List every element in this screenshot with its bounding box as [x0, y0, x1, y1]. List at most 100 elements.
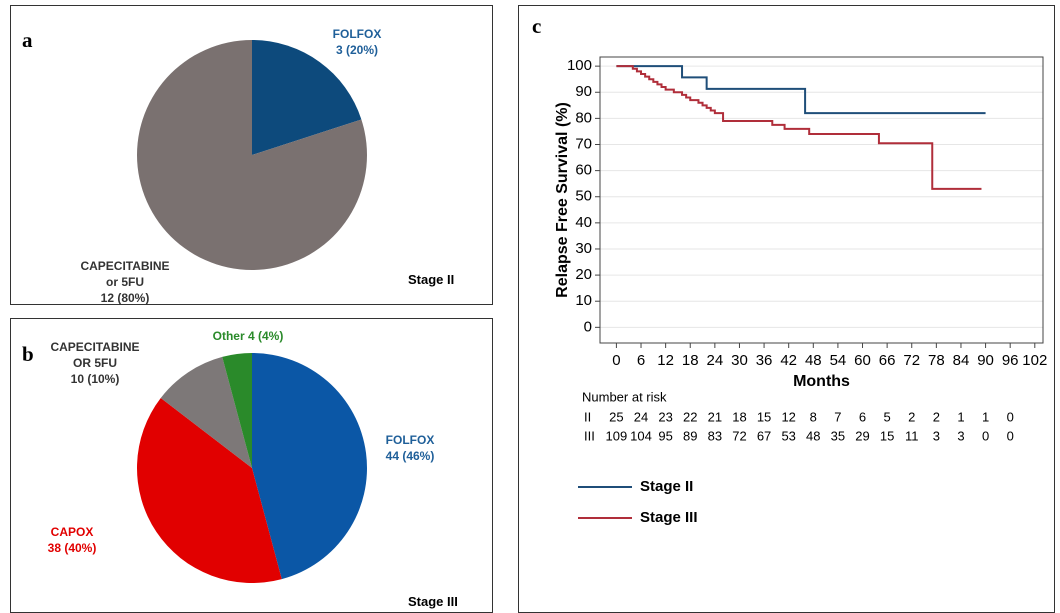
- slice-value-label: 38 (40%): [47, 541, 97, 555]
- x-tick-label: 0: [612, 352, 620, 369]
- risk-count: 15: [880, 428, 894, 443]
- legend-label: Stage II: [640, 478, 693, 495]
- slice-label: FOLFOX 44 (46%): [370, 432, 450, 464]
- risk-count: 48: [806, 428, 820, 443]
- y-axis-title: Relapse Free Survival (%): [554, 102, 571, 298]
- slice-value-label: 10 (10%): [70, 372, 120, 386]
- slice-label: CAPOX 38 (40%): [32, 524, 112, 556]
- x-tick-label: 78: [928, 352, 945, 369]
- x-tick-label: 12: [657, 352, 674, 369]
- risk-count: 5: [884, 409, 891, 424]
- risk-count: 35: [831, 428, 845, 443]
- panel-letter: c: [532, 14, 542, 38]
- risk-count: 104: [630, 428, 652, 443]
- slice-label: CAPECITABINE or 5FU 12 (80%): [78, 258, 173, 306]
- slice-category: FOLFOX: [332, 27, 382, 41]
- x-tick-label: 18: [682, 352, 699, 369]
- risk-count: 12: [781, 409, 795, 424]
- x-tick-label: 6: [637, 352, 645, 369]
- survival-curve: [616, 65, 982, 190]
- y-tick-label: 10: [575, 292, 592, 309]
- risk-row-label: III: [584, 428, 595, 443]
- risk-count: 25: [609, 409, 623, 424]
- risk-count: 15: [757, 409, 771, 424]
- risk-count: 3: [933, 428, 940, 443]
- risk-count: 1: [957, 409, 964, 424]
- slice-category: Other: [212, 329, 245, 343]
- slice-value-label: 44 (46%): [385, 449, 435, 463]
- risk-count: 22: [683, 409, 697, 424]
- risk-count: 1: [982, 409, 989, 424]
- x-tick-label: 30: [731, 352, 748, 369]
- panel-letter: a: [22, 28, 33, 52]
- y-tick-label: 50: [575, 188, 592, 205]
- slice-category: CAPOX: [50, 525, 94, 539]
- risk-count: 72: [732, 428, 746, 443]
- y-tick-label: 30: [575, 240, 592, 257]
- x-tick-label: 36: [756, 352, 773, 369]
- slice-value-label: 3 (20%): [335, 43, 379, 57]
- x-tick-label: 42: [780, 352, 797, 369]
- x-tick-label: 84: [953, 352, 970, 369]
- y-tick-label: 90: [575, 83, 592, 100]
- pie-slice: [160, 356, 252, 468]
- risk-count: 0: [1007, 409, 1014, 424]
- risk-count: 6: [859, 409, 866, 424]
- x-tick-label: 48: [805, 352, 822, 369]
- stage-annotation: Stage III: [408, 594, 458, 609]
- pie-slice: [136, 397, 282, 583]
- pie-slice: [136, 40, 367, 270]
- risk-row-label: II: [584, 409, 591, 424]
- y-tick-label: 40: [575, 214, 592, 231]
- legend-label: Stage III: [640, 509, 698, 526]
- slice-label: CAPECITABINE OR 5FU 10 (10%): [45, 339, 145, 387]
- risk-count: 24: [634, 409, 648, 424]
- slice-label: Other 4 (4%): [188, 328, 308, 344]
- risk-count: 18: [732, 409, 746, 424]
- y-tick-label: 100: [567, 57, 592, 74]
- risk-count: 0: [1007, 428, 1014, 443]
- risk-count: 21: [708, 409, 722, 424]
- panel-a: [10, 5, 493, 305]
- y-tick-label: 80: [575, 109, 592, 126]
- x-tick-label: 24: [707, 352, 724, 369]
- stage-annotation: Stage II: [408, 272, 455, 287]
- panel-letter: b: [22, 342, 34, 366]
- risk-count: 2: [908, 409, 915, 424]
- risk-count: 2: [933, 409, 940, 424]
- slice-value-label: 12 (80%): [100, 291, 150, 305]
- pie-slice: [252, 353, 367, 580]
- plot-frame: [599, 56, 1044, 344]
- risk-count: 83: [708, 428, 722, 443]
- x-tick-label: 54: [830, 352, 847, 369]
- risk-count: 3: [957, 428, 964, 443]
- risk-count: 8: [810, 409, 817, 424]
- x-tick-label: 60: [854, 352, 871, 369]
- risk-count: 95: [658, 428, 672, 443]
- y-tick-label: 0: [584, 318, 592, 335]
- survival-curve: [616, 65, 986, 115]
- y-tick-label: 60: [575, 162, 592, 179]
- pie-slice: [252, 40, 362, 155]
- risk-count: 11: [905, 428, 919, 443]
- risk-count: 109: [606, 428, 628, 443]
- risk-count: 53: [781, 428, 795, 443]
- x-tick-label: 72: [903, 352, 920, 369]
- risk-count: 29: [855, 428, 869, 443]
- y-tick-label: 20: [575, 266, 592, 283]
- risk-count: 7: [834, 409, 841, 424]
- risk-table-title: Number at risk: [582, 389, 667, 404]
- slice-category: CAPECITABINE or 5FU: [80, 259, 170, 289]
- y-tick-label: 70: [575, 135, 592, 152]
- x-tick-label: 90: [977, 352, 994, 369]
- x-tick-label: 102: [1022, 352, 1047, 369]
- slice-category: CAPECITABINE OR 5FU: [50, 340, 140, 370]
- x-tick-label: 96: [1002, 352, 1019, 369]
- slice-label: FOLFOX 3 (20%): [317, 26, 397, 58]
- risk-count: 89: [683, 428, 697, 443]
- risk-count: 23: [658, 409, 672, 424]
- slice-category: FOLFOX: [385, 433, 435, 447]
- x-axis-title: Months: [793, 373, 850, 390]
